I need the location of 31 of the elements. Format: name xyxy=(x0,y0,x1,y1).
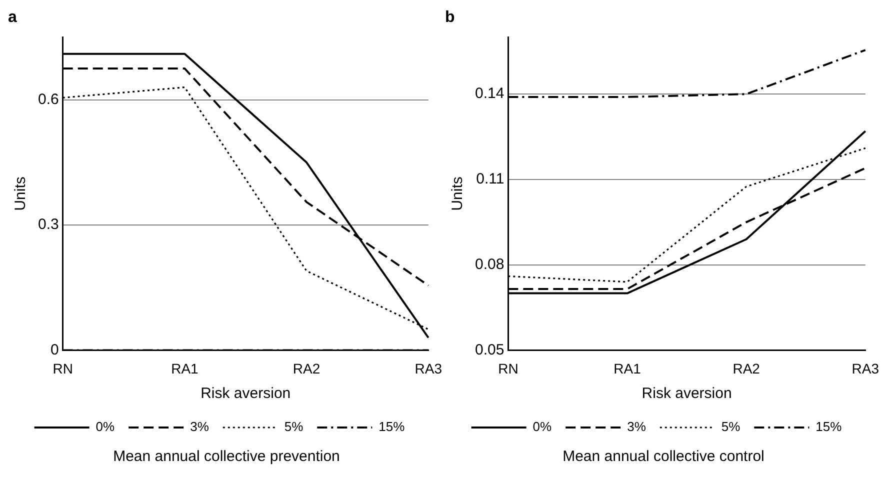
y-axis-title: Units xyxy=(12,176,30,211)
y-tick-label: 0.14 xyxy=(474,85,504,102)
y-tick-label: 0.08 xyxy=(474,256,504,273)
x-axis-title: Risk aversion xyxy=(200,385,291,402)
y-tick-label: 0.11 xyxy=(476,170,504,188)
legend-label: 5% xyxy=(721,419,741,434)
y-tick-label: 0.3 xyxy=(38,216,59,234)
x-axis-title: Risk aversion xyxy=(642,385,732,402)
x-tick-label: RA3 xyxy=(414,360,442,376)
y-axis-title: Units xyxy=(449,176,466,211)
x-tick-label: RA2 xyxy=(292,360,320,376)
legend-label: 3% xyxy=(190,419,210,434)
chart-title: a xyxy=(8,9,17,26)
x-tick-label: RN xyxy=(498,360,518,376)
text: Mean annual collective control xyxy=(562,448,764,465)
x-tick-label: RA2 xyxy=(732,360,760,376)
x-tick-label: RA3 xyxy=(852,360,880,376)
legend-label: 15% xyxy=(378,419,406,434)
legend-label: 15% xyxy=(816,419,842,434)
legend-label: 3% xyxy=(627,419,646,434)
y-tick-label: 0.6 xyxy=(38,90,59,108)
x-tick-label: RN xyxy=(52,360,73,376)
legend-label: 0% xyxy=(96,419,116,434)
legend-label: 5% xyxy=(284,419,304,434)
x-tick-label: RA1 xyxy=(614,360,642,376)
text: Mean annual collective prevention xyxy=(113,448,340,465)
y-tick-label: 0.05 xyxy=(474,341,504,358)
y-tick-label: 0 xyxy=(50,341,59,358)
chart-title: b xyxy=(445,9,455,26)
x-tick-label: RA1 xyxy=(171,360,199,376)
legend-label: 0% xyxy=(532,419,552,434)
